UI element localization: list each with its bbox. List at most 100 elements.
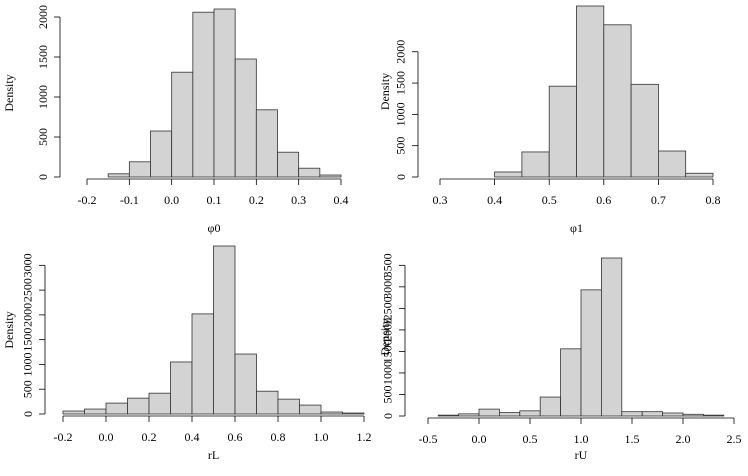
bar	[191, 313, 214, 415]
x-tick-label: 1.2	[357, 430, 372, 444]
x-axis-label: φ0	[208, 221, 221, 235]
x-tick-label: -0.1	[120, 193, 139, 207]
x-tick-label: 0.6	[596, 193, 611, 207]
x-tick-label: 0.5	[542, 193, 557, 207]
bar	[630, 83, 659, 178]
x-tick-label: 0.2	[142, 430, 157, 444]
bar	[621, 411, 643, 417]
y-tick-label: 2000	[394, 40, 408, 64]
x-tick-label: 0.1	[207, 193, 222, 207]
y-tick-label: 500	[381, 385, 395, 403]
y-tick-label: 2000	[381, 318, 395, 342]
y-tick-label: 500	[36, 128, 50, 146]
bar	[213, 8, 236, 178]
bar	[703, 414, 725, 417]
x-tick-label: -0.5	[419, 432, 438, 446]
y-tick-label: 1500	[21, 328, 35, 352]
bar	[192, 11, 215, 178]
x-axis-label: rL	[208, 448, 219, 462]
bar	[658, 150, 687, 178]
bar	[171, 71, 194, 178]
x-axis-label: rU	[575, 448, 588, 462]
y-tick-label: 500	[21, 380, 35, 398]
bar	[576, 5, 605, 178]
bar	[458, 413, 480, 417]
bar	[62, 410, 85, 415]
y-axis-label: Density	[378, 318, 392, 355]
y-tick-label: 1000	[394, 102, 408, 126]
x-tick-label: 0.3	[291, 193, 306, 207]
bar	[128, 161, 151, 178]
bar	[320, 411, 343, 415]
bar	[234, 58, 257, 178]
y-tick-label: 1000	[36, 85, 50, 109]
x-tick-label: 0.4	[185, 430, 200, 444]
bar	[539, 396, 562, 417]
bar	[641, 411, 664, 417]
y-tick-label: 1500	[381, 339, 395, 363]
y-axis-label: Density	[2, 74, 16, 111]
y-tick-label: 0	[36, 174, 50, 180]
bar	[150, 130, 173, 178]
bar	[84, 408, 107, 415]
y-tick-label: 2500	[21, 278, 35, 302]
x-tick-label: 0.4	[487, 193, 502, 207]
x-tick-label: 0.0	[472, 432, 487, 446]
bar	[105, 402, 128, 415]
bar	[234, 353, 257, 415]
x-tick-label: 1.0	[314, 430, 329, 444]
bar	[148, 392, 171, 415]
x-tick-label: 0.6	[228, 430, 243, 444]
x-tick-label: 0.8	[271, 430, 286, 444]
y-axis-label: Density	[378, 73, 392, 110]
bar	[256, 390, 279, 415]
bar	[255, 109, 278, 178]
x-tick-label: -0.2	[78, 193, 97, 207]
x-tick-label: 0.2	[249, 193, 264, 207]
y-tick-label: 2000	[21, 303, 35, 327]
x-tick-label: 1.0	[574, 432, 589, 446]
x-tick-label: 0.7	[651, 193, 666, 207]
bar	[277, 398, 300, 415]
bar	[298, 167, 321, 178]
bar	[494, 171, 523, 178]
bar	[299, 404, 322, 415]
x-tick-label: -0.2	[54, 430, 73, 444]
bar	[662, 412, 684, 417]
bar	[603, 24, 632, 178]
bar	[685, 172, 714, 178]
bar	[498, 412, 521, 417]
y-tick-label: 0	[381, 413, 395, 419]
bar	[277, 151, 300, 178]
x-tick-label: 1.5	[625, 432, 640, 446]
x-tick-label: 0.3	[433, 193, 448, 207]
bar	[213, 245, 236, 415]
bar	[519, 410, 541, 417]
bar	[560, 348, 582, 417]
bar	[319, 174, 342, 178]
y-tick-label: 0	[21, 411, 35, 417]
x-tick-label: 0.0	[99, 430, 114, 444]
y-tick-label: 3500	[381, 253, 395, 277]
x-axis-label: φ1	[570, 221, 583, 235]
y-tick-label: 3000	[381, 275, 395, 299]
x-tick-label: 0.8	[706, 193, 721, 207]
x-tick-label: 2.5	[727, 432, 742, 446]
x-tick-label: 2.0	[676, 432, 691, 446]
bar	[521, 151, 550, 178]
y-tick-label: 1500	[394, 71, 408, 95]
y-tick-label: 1000	[21, 352, 35, 376]
y-tick-label: 3000	[21, 253, 35, 277]
y-tick-label: 2500	[381, 296, 395, 320]
bar	[478, 408, 500, 417]
bar	[342, 412, 365, 415]
y-tick-label: 1000	[381, 361, 395, 385]
bar	[548, 85, 577, 178]
y-tick-label: 0	[394, 174, 408, 180]
x-tick-label: 0.4	[334, 193, 349, 207]
bar	[601, 257, 623, 417]
y-tick-label: 500	[394, 137, 408, 155]
bar	[170, 361, 193, 415]
bar	[107, 173, 130, 178]
